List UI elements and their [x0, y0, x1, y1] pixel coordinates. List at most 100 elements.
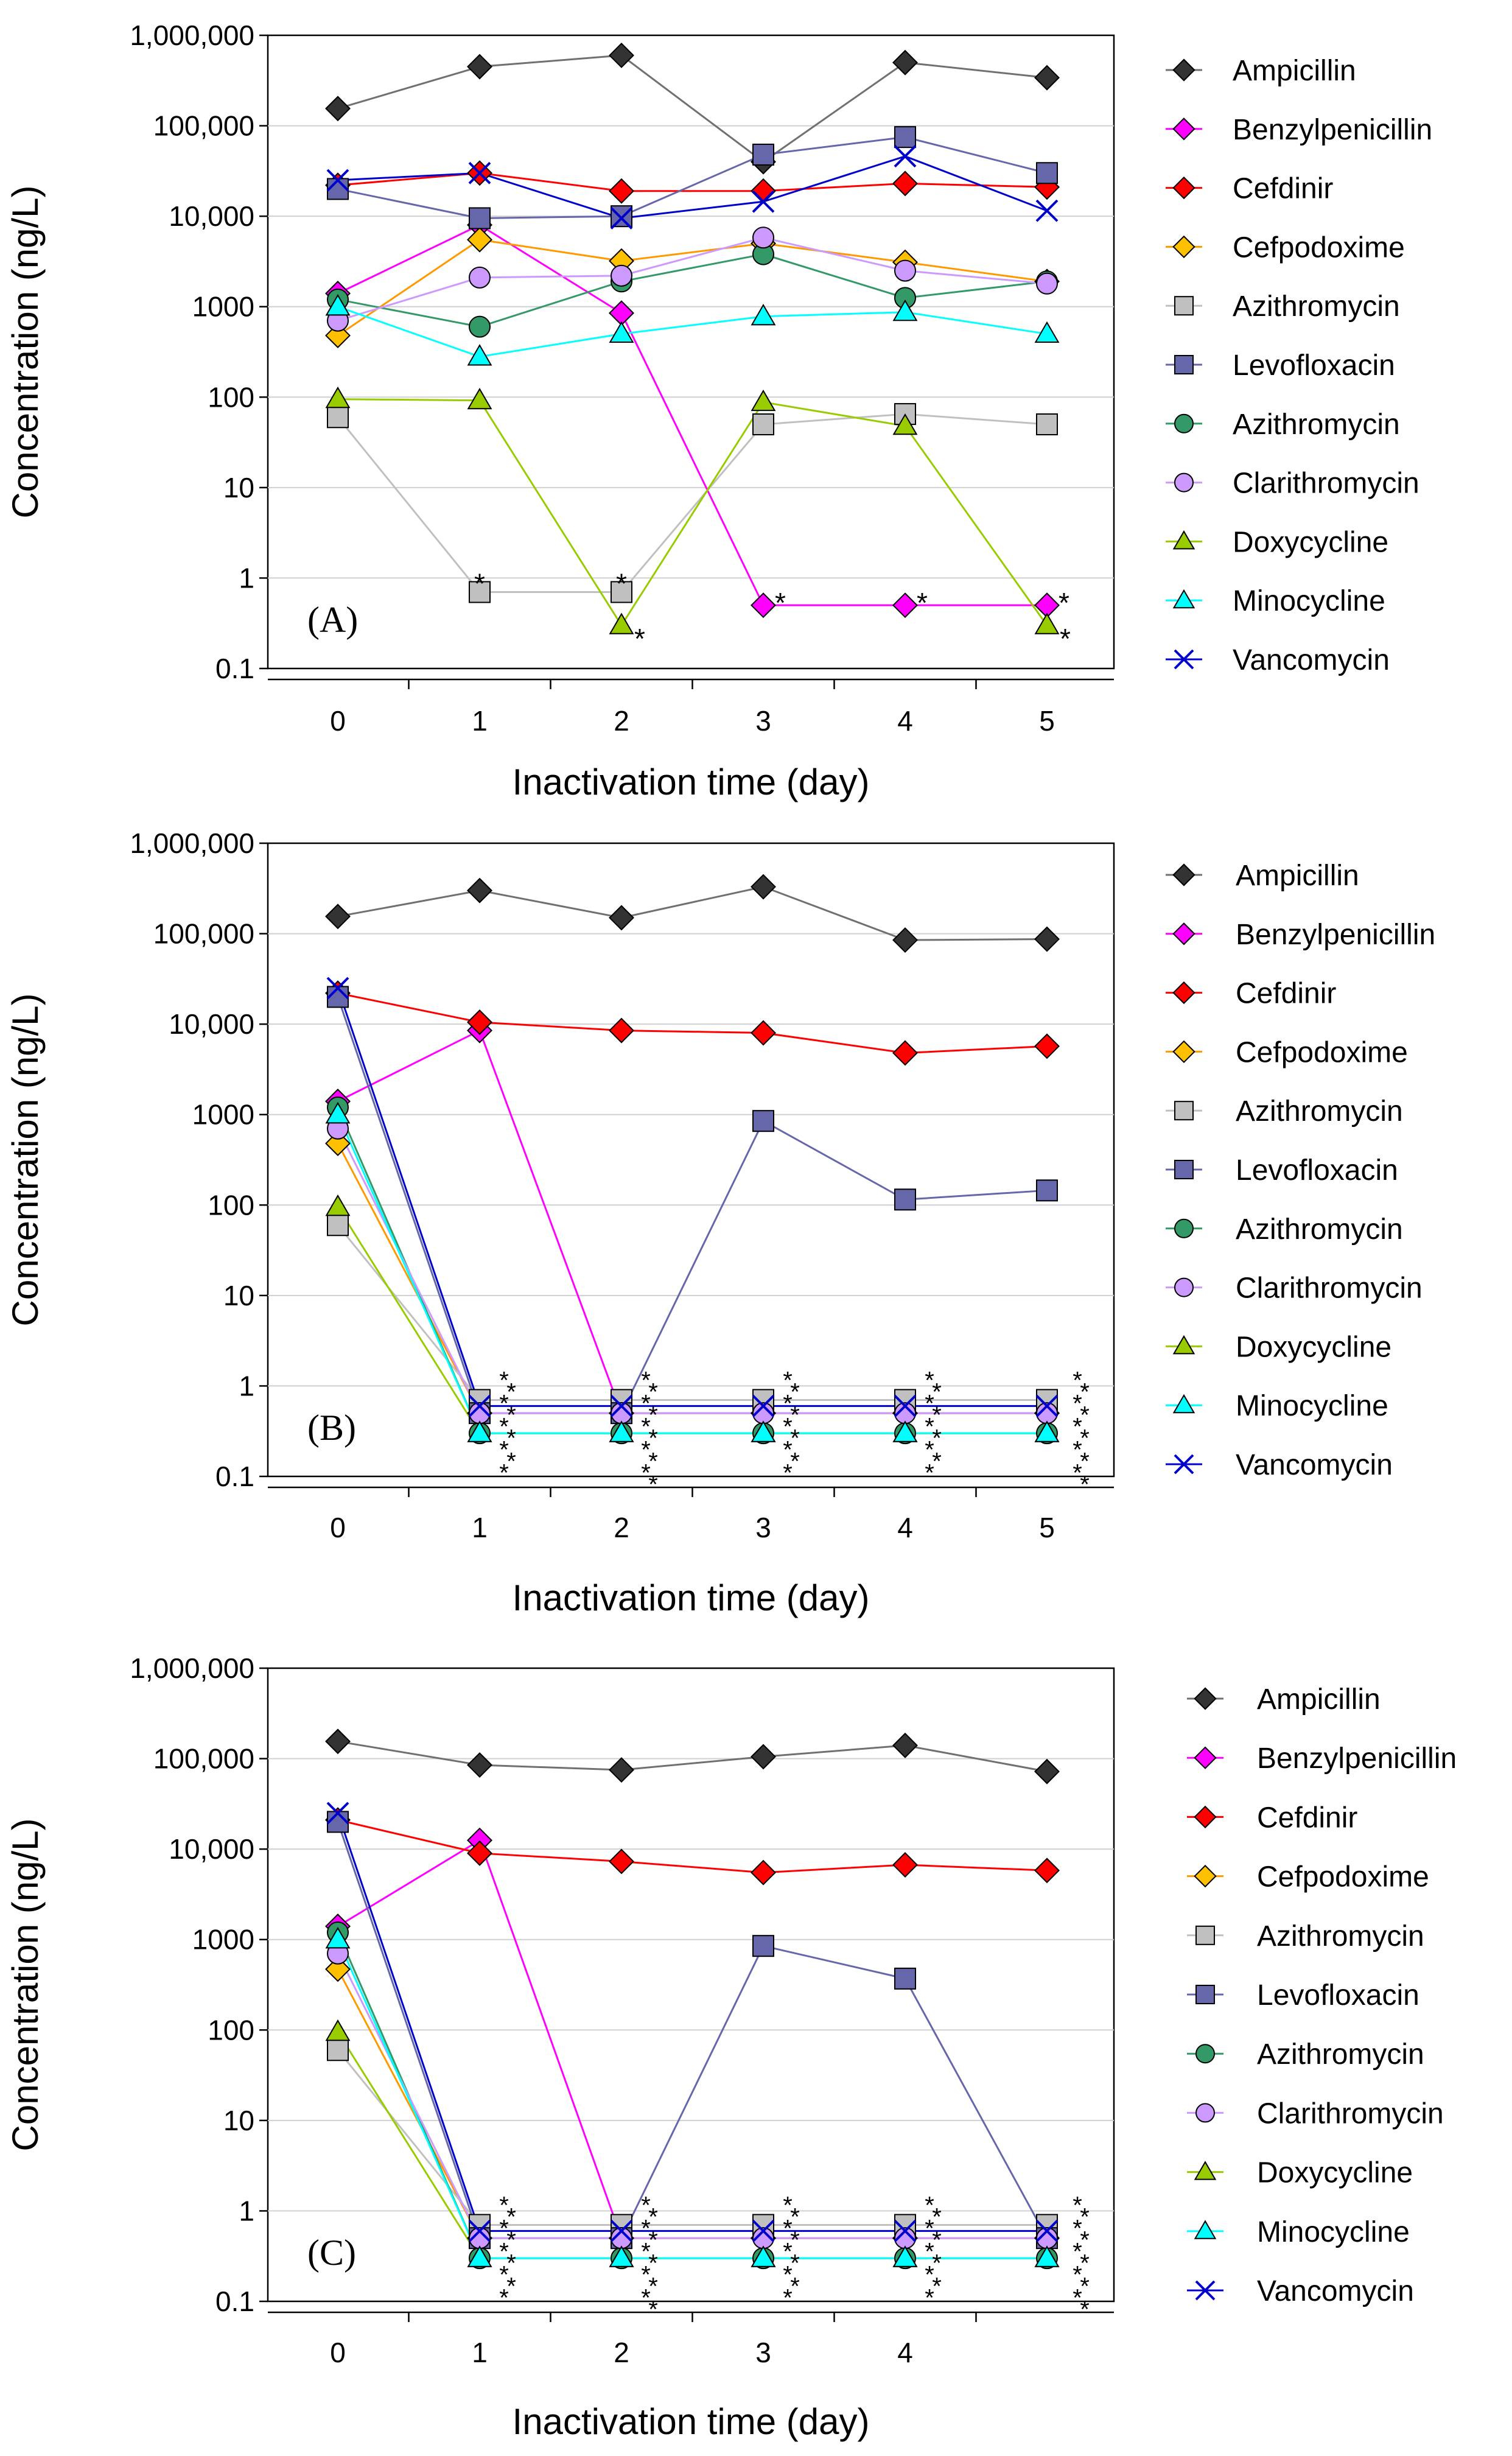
significance-star: * — [499, 1390, 509, 1417]
x-tick-label: 1 — [472, 2337, 488, 2368]
y-tick-label: 10,000 — [169, 1008, 254, 1040]
legend-marker — [1174, 1218, 1194, 1238]
x-tick-label: 1 — [472, 1512, 488, 1543]
data-point — [325, 294, 351, 316]
legend-label: Benzylpenicillin — [1257, 1742, 1457, 1775]
series-line — [337, 155, 1048, 219]
significance-star: * — [499, 2284, 509, 2311]
significance-star: * — [1073, 1390, 1082, 1417]
significance-star: * — [648, 1402, 658, 1428]
significance-star: * — [641, 1459, 651, 1486]
significance-star: * — [925, 1413, 934, 1440]
significance-star: * — [641, 1367, 651, 1394]
legend-marker — [1172, 863, 1195, 886]
legend-marker — [1194, 2220, 1217, 2239]
significance-star: * — [1080, 2226, 1090, 2253]
legend-marker — [1172, 58, 1195, 82]
significance-star: * — [499, 1413, 509, 1440]
significance-star: * — [1073, 2284, 1082, 2311]
data-point — [467, 387, 492, 410]
significance-star: * — [790, 1425, 800, 1451]
data-point — [325, 1927, 351, 1949]
y-tick-label: 1 — [239, 2195, 254, 2226]
significance-star: * — [1080, 2273, 1090, 2300]
data-point — [1034, 321, 1060, 343]
panel-label: (C) — [307, 2233, 356, 2273]
data-point — [327, 406, 349, 429]
significance-star: * — [506, 2226, 516, 2253]
significance-star: * — [932, 1448, 942, 1475]
legend-label: Doxycycline — [1257, 2157, 1413, 2189]
data-point — [1034, 65, 1060, 91]
data-point — [894, 1188, 916, 1211]
legend-label: Azithromycin — [1236, 1095, 1403, 1128]
significance-star: * — [499, 1367, 509, 1394]
legend-marker — [1174, 413, 1194, 433]
data-point — [1036, 162, 1058, 184]
y-tick-label: 0.1 — [215, 2286, 254, 2317]
data-point — [1034, 1758, 1060, 1784]
significance-star: * — [1060, 623, 1071, 654]
data-point — [325, 323, 351, 349]
significance-star: * — [783, 1459, 793, 1486]
legend-marker — [1174, 355, 1194, 374]
y-tick-label: 1 — [239, 1370, 254, 1402]
legend-marker — [1174, 1454, 1194, 1475]
data-point — [751, 2245, 776, 2267]
legend-label: Azithromycin — [1233, 290, 1400, 323]
series-line — [337, 988, 1047, 1407]
data-point — [609, 1757, 634, 1783]
y-tick-label: 100,000 — [153, 110, 254, 142]
significance-star: * — [506, 1425, 516, 1451]
data-point — [325, 1956, 351, 1982]
significance-star: * — [506, 2250, 516, 2276]
legend-label: Cefpodoxime — [1233, 231, 1405, 264]
data-point — [892, 1852, 918, 1878]
series-line — [337, 398, 1048, 627]
series-line — [337, 1114, 1047, 1434]
significance-star: * — [1073, 2192, 1082, 2219]
significance-star: * — [925, 1459, 934, 1486]
significance-star: * — [641, 1436, 651, 1463]
significance-star: * — [499, 2238, 509, 2265]
significance-star: * — [1073, 1413, 1082, 1440]
legend-label: Doxycycline — [1236, 1331, 1391, 1363]
data-point — [467, 2245, 492, 2267]
legend-marker — [1174, 1277, 1194, 1297]
legend-label: Azithromycin — [1233, 409, 1400, 441]
significance-star: * — [1059, 587, 1069, 619]
data-point — [1034, 2245, 1060, 2267]
data-point — [611, 581, 632, 603]
data-point — [609, 1420, 634, 1442]
data-point — [327, 1214, 349, 1237]
data-point — [610, 207, 633, 230]
legend-label: Doxycycline — [1233, 526, 1388, 558]
x-axis-title: Inactivation time (day) — [513, 2401, 870, 2442]
plot-area — [267, 1667, 1115, 2303]
data-point — [892, 592, 918, 619]
significance-star: * — [1073, 1436, 1082, 1463]
data-point — [467, 1840, 492, 1866]
y-tick-label: 1000 — [192, 1924, 254, 1956]
y-axis-title: Concentration (ng/L) — [5, 186, 46, 519]
series-line — [337, 2049, 1047, 2226]
data-point — [752, 1110, 774, 1132]
legend-label: Azithromycin — [1257, 1920, 1424, 1953]
legend-marker — [1172, 235, 1195, 259]
series-line — [337, 996, 1048, 1414]
significance-star: * — [783, 1436, 793, 1463]
series-line — [337, 1740, 1048, 1773]
significance-star: * — [790, 2203, 800, 2230]
series-line — [337, 223, 1047, 606]
series-line — [337, 885, 1048, 941]
data-point — [892, 170, 918, 197]
data-point — [752, 413, 774, 436]
significance-star: * — [1080, 1448, 1090, 1475]
data-point — [894, 1394, 917, 1417]
data-point — [751, 1744, 776, 1770]
x-tick-label: 0 — [330, 1512, 346, 1543]
legend-marker — [1194, 1687, 1217, 1710]
data-point — [611, 264, 632, 287]
x-tick-label: 2 — [614, 1512, 629, 1543]
legend-label: Minocycline — [1233, 585, 1385, 617]
